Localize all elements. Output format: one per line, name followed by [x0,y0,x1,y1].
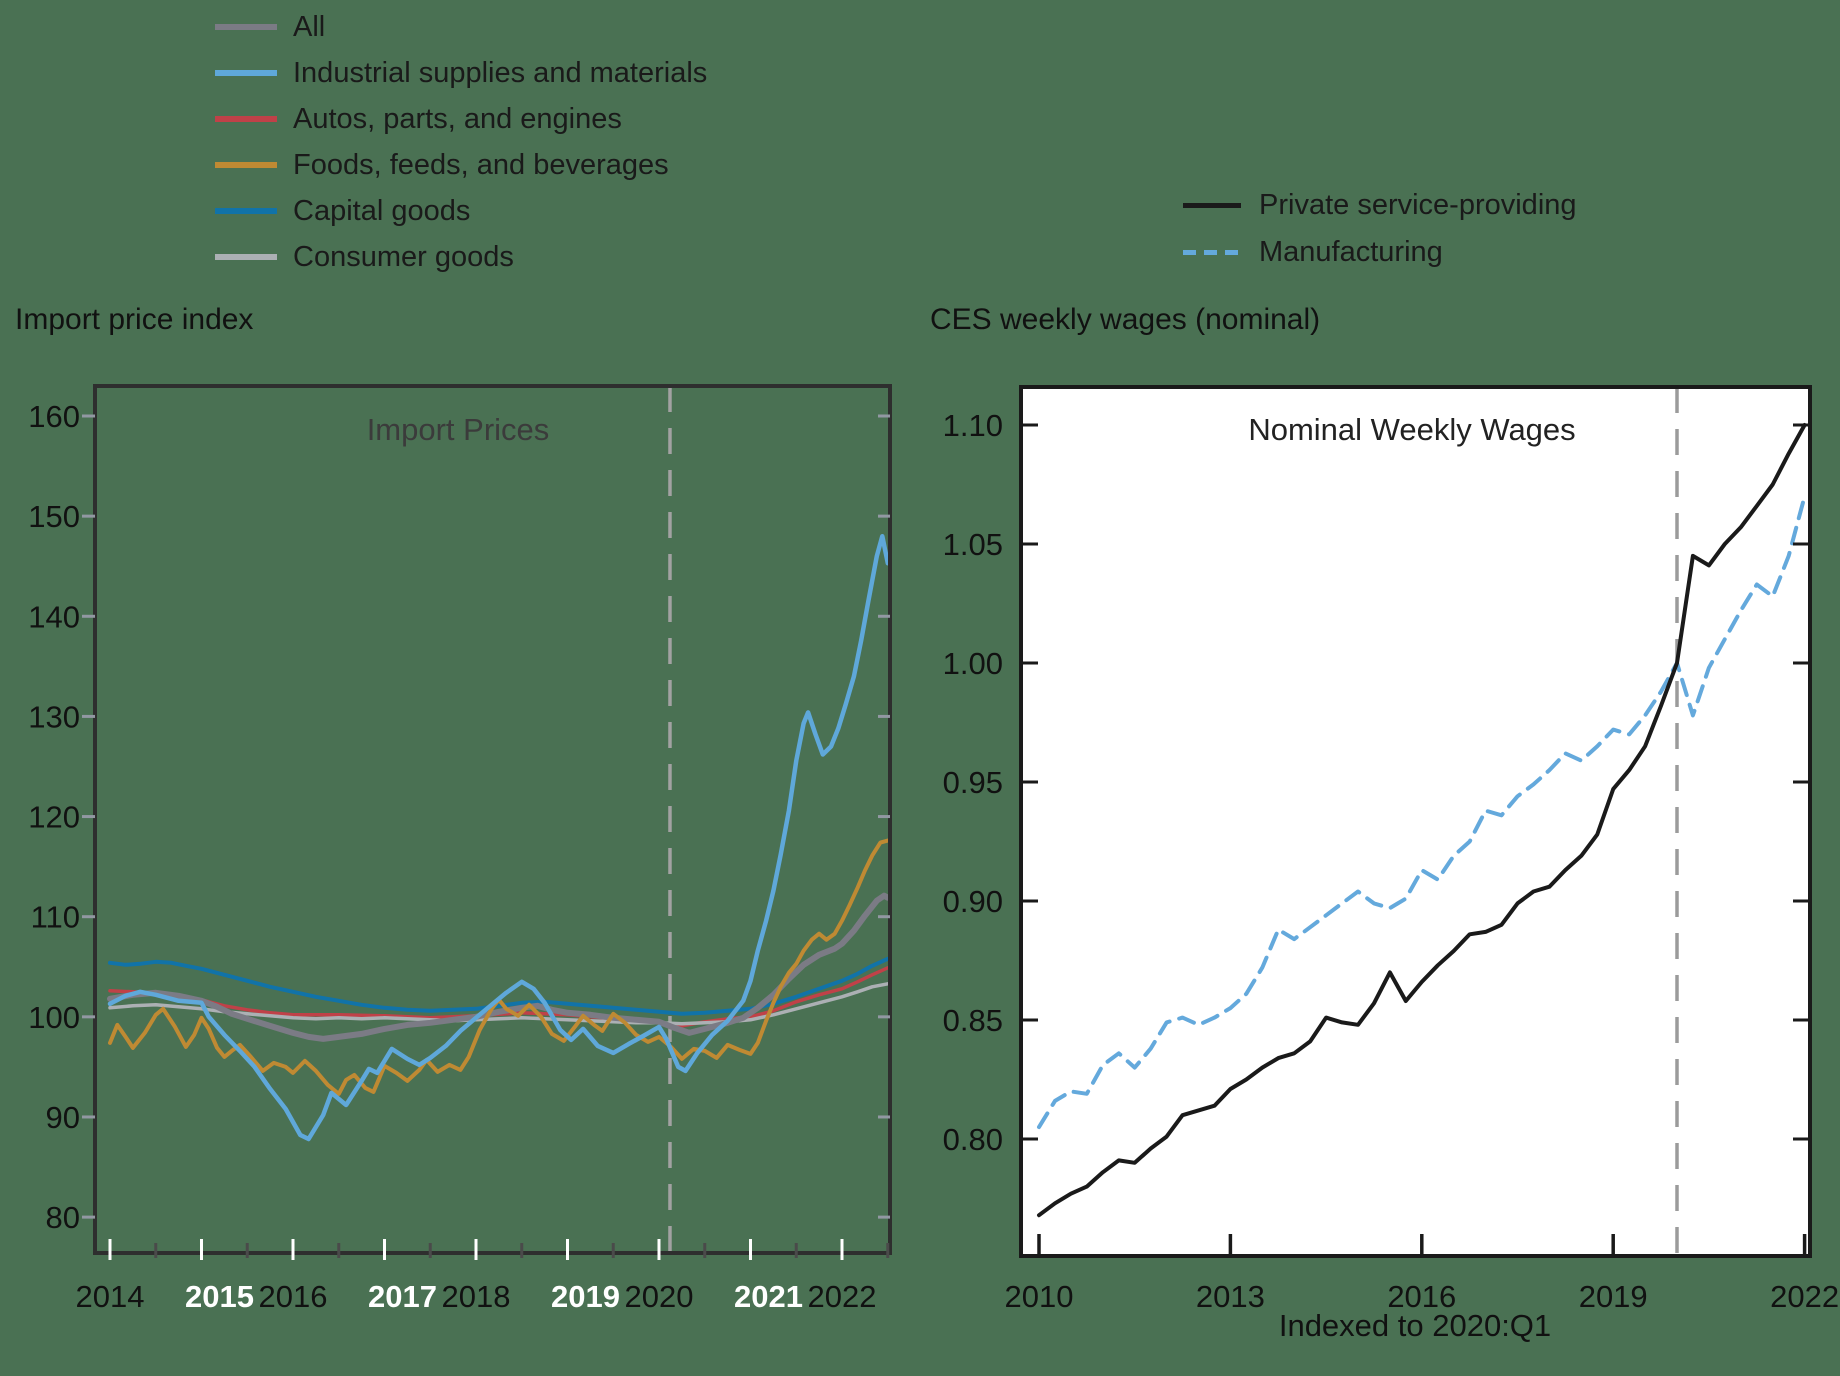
x-tick-label-white: 2019 [551,1279,620,1314]
import-prices-frame [93,384,892,1255]
wages-frame [1019,385,1812,1258]
legend-line-swatch-industrial-supplies [215,70,277,76]
legend-label-foods: Foods, feeds, and beverages [293,148,669,181]
legend-line-swatch-foods [215,162,277,168]
series-line-all [107,892,890,1042]
legend-line-swatch-all [215,24,277,30]
y-tick-label: 80 [46,1200,80,1235]
y-tick-label: 1.00 [943,646,1003,681]
legend-label-autos: Autos, parts, and engines [293,102,622,135]
legend-line-swatch-autos [215,116,277,122]
y-tick-label: 100 [28,1000,80,1035]
y-tick-label: 150 [28,499,80,534]
legend-label-industrial-supplies: Industrial supplies and materials [293,56,708,89]
legend-item-industrial-supplies: Industrial supplies and materials [215,50,707,96]
x-tick-label-white: 2021 [734,1279,803,1314]
series-line-foods-feeds-and-beverages [108,838,890,1096]
x-tick-label: 2010 [1005,1279,1074,1314]
x-tick-label-dark: 2018 [442,1279,511,1314]
legend-label-manufacturing: Manufacturing [1259,236,1443,268]
x-tick-label: 2019 [1579,1279,1648,1314]
x-tick-label-dark: 2020 [625,1279,694,1314]
y-tick-label: 0.85 [943,1003,1003,1038]
right-axis-header: CES weekly wages (nominal) [930,303,1321,336]
series-line-industrial-supplies-and-materials [107,533,890,1142]
legend-item-capital-goods: Capital goods [215,188,707,234]
y-tick-label: 140 [28,599,80,634]
left-axis-header: Import price index [15,303,254,336]
legend-item-consumer-goods: Consumer goods [215,234,707,280]
legend-label-private-service: Private service-providing [1259,189,1577,221]
y-tick-label: 0.80 [943,1122,1003,1157]
x-tick-label: 2013 [1196,1279,1265,1314]
legend-line-swatch-consumer-goods [215,254,277,260]
wages-x-axis-caption: Indexed to 2020:Q1 [1278,1308,1552,1343]
legend-label-capital-goods: Capital goods [293,194,471,227]
series-line-private-service-providing [1037,423,1807,1218]
legend-label-all: All [293,10,326,43]
y-tick-label: 160 [28,399,80,434]
legend-item-foods: Foods, feeds, and beverages [215,142,707,188]
y-tick-label: 130 [28,699,80,734]
legend-item-manufacturing: Manufacturing [1183,229,1577,276]
wages-plot-background [1021,387,1810,1256]
y-tick-label: 0.95 [943,765,1003,800]
x-tick-label-dark: 2014 [76,1279,145,1314]
wages-legend: Private service-providing Manufacturing [1183,182,1577,276]
legend-item-autos: Autos, parts, and engines [215,96,707,142]
series-line-consumer-goods [108,982,890,1026]
y-tick-label: 110 [31,900,80,935]
legend-label-consumer-goods: Consumer goods [293,240,514,273]
legend-line-swatch-capital-goods [215,208,277,214]
x-tick-label-dark: 2016 [259,1279,328,1314]
y-tick-label: 0.90 [943,884,1003,919]
x-tick-label-white: 2017 [368,1279,437,1314]
x-tick-label: 2022 [1770,1279,1839,1314]
y-tick-label: 90 [46,1100,80,1135]
legend-line-swatch-manufacturing [1183,250,1241,255]
x-tick-label-dark: 2022 [808,1279,877,1314]
x-tick-label-white: 2015 [185,1279,254,1314]
y-tick-label: 1.05 [943,527,1003,562]
legend-line-swatch-private-service [1183,203,1241,208]
wages-inner-title: Nominal Weekly Wages [1248,412,1576,447]
y-tick-label: 1.10 [943,408,1003,443]
x-tick-label: 2016 [1387,1279,1456,1314]
import-prices-inner-title: Import Prices [366,412,550,447]
import-prices-legend: All Industrial supplies and materials Au… [215,4,707,280]
y-tick-label: 120 [28,800,80,835]
legend-item-all: All [215,4,707,50]
legend-item-private-service: Private service-providing [1183,182,1577,229]
